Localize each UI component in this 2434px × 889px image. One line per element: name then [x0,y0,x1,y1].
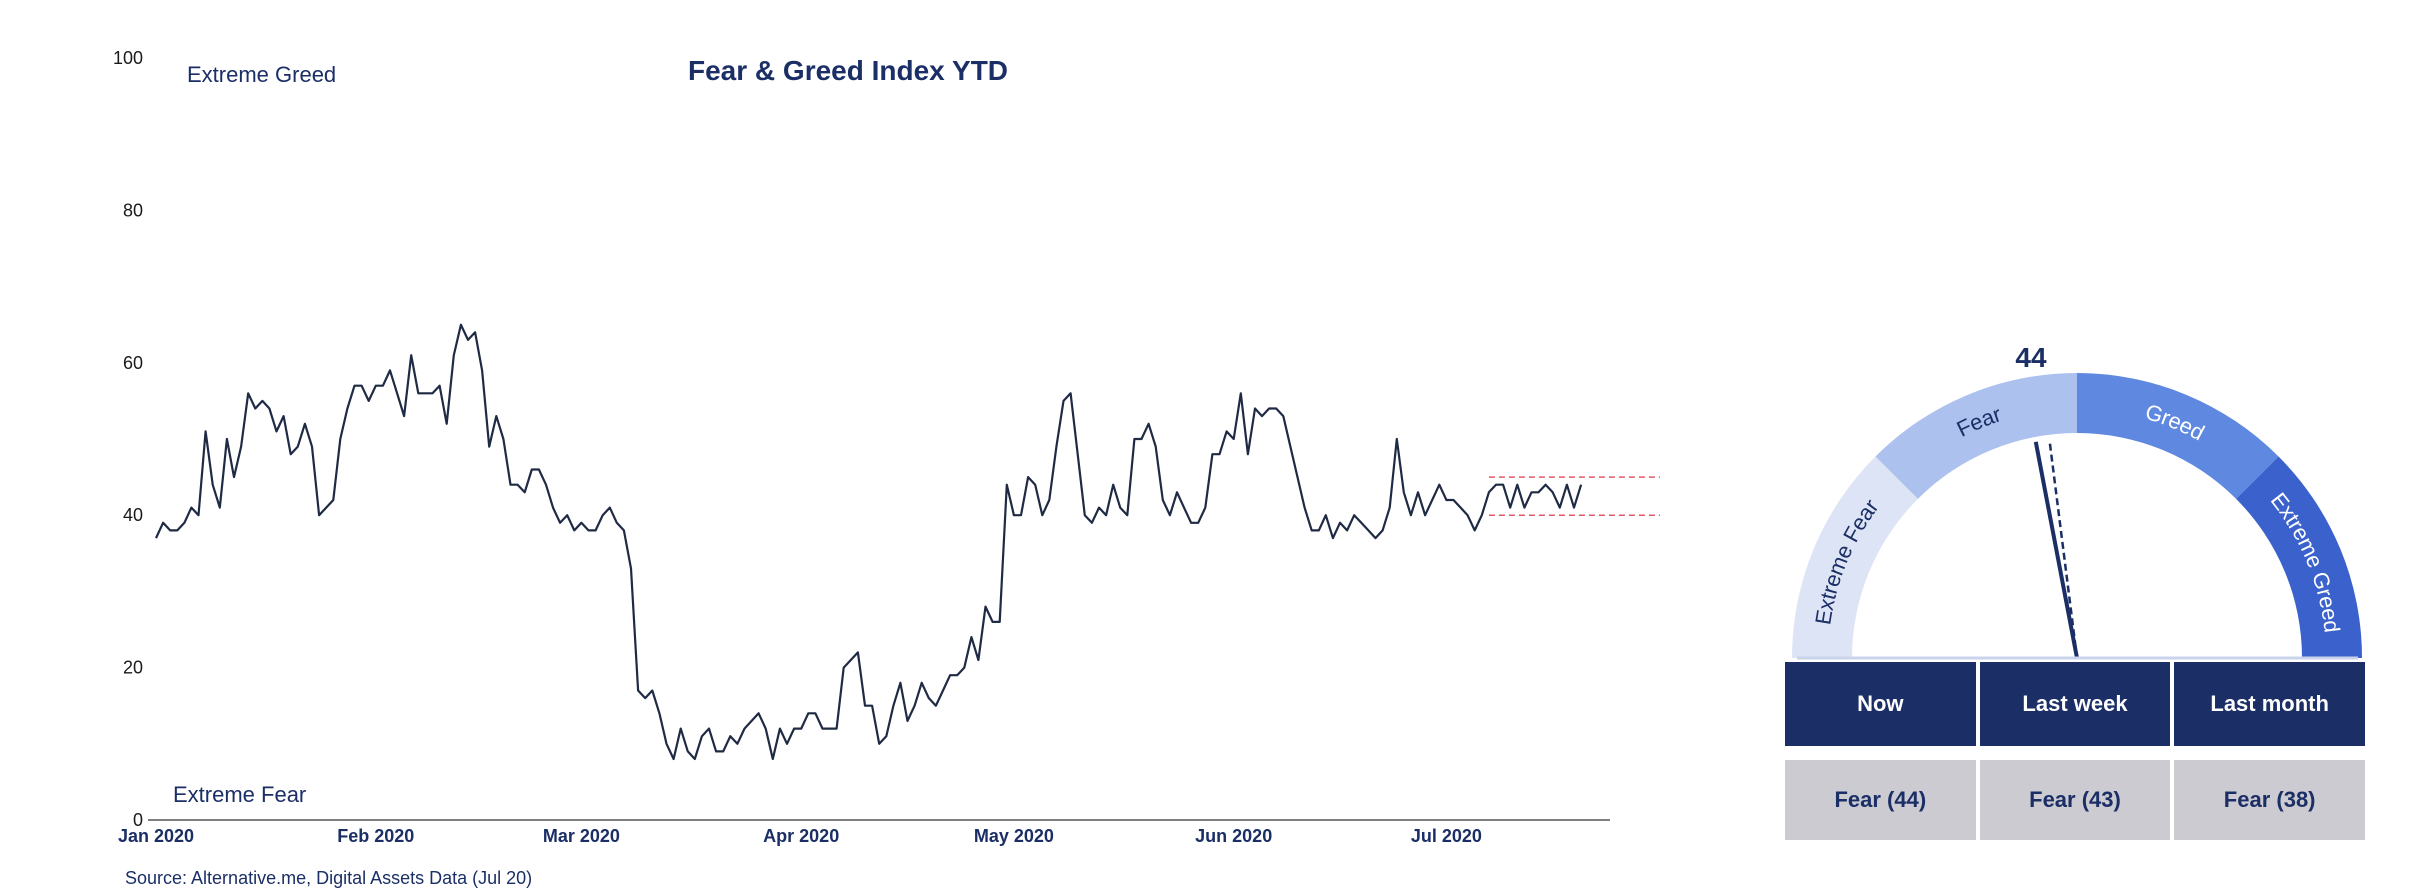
x-tick-label: Mar 2020 [543,826,620,846]
y-tick-label: 80 [123,200,143,220]
summary-table: Now Last week Last month Fear (44) Fear … [1785,662,2365,840]
y-tick-label: 20 [123,658,143,678]
gauge-segment-fear [1875,373,2077,499]
header-last-week: Last week [1979,662,2171,746]
gauge-segment-extreme-greed [2236,456,2362,658]
x-tick-label: Feb 2020 [337,826,414,846]
x-tick-label: May 2020 [974,826,1054,846]
value-last-month: Fear (38) [2174,760,2365,840]
annotation-extreme-fear: Extreme Fear [173,782,306,807]
x-axis: Jan 2020 Feb 2020 Mar 2020 Apr 2020 May 2020… [118,819,1610,846]
fear-greed-series-line [155,323,1583,761]
x-tick-label: Jan 2020 [118,826,194,846]
y-axis: 0 20 40 60 80 100 [113,48,143,830]
range-band [1488,476,1660,516]
gauge-value: 44 [2015,342,2047,373]
x-tick-label: Apr 2020 [763,826,839,846]
gauge-segments [1792,373,2362,658]
gauge-segment-extreme-fear [1792,456,1918,658]
value-last-week: Fear (43) [1979,760,2171,840]
chart-title: Fear & Greed Index YTD [688,55,1008,86]
annotation-extreme-greed: Extreme Greed [187,62,336,87]
y-tick-label: 100 [113,48,143,68]
source-note: Source: Alternative.me, Digital Assets D… [125,868,533,888]
x-tick-label: Jun 2020 [1195,826,1272,846]
gauge-segment-greed [2077,373,2279,499]
gauge-needle [2033,441,2079,659]
line-chart: 0 20 40 60 80 100 Jan 2020 Feb 2020 Mar 2020 Apr… [113,48,1660,846]
gauge-needle-previous [2048,441,2079,659]
y-tick-label: 60 [123,353,143,373]
value-now: Fear (44) [1785,760,1976,840]
header-last-month: Last month [2174,662,2365,746]
x-tick-label: Jul 2020 [1411,826,1482,846]
header-now: Now [1785,662,1976,746]
y-tick-label: 40 [123,505,143,525]
y-tick-label: 0 [133,810,143,830]
